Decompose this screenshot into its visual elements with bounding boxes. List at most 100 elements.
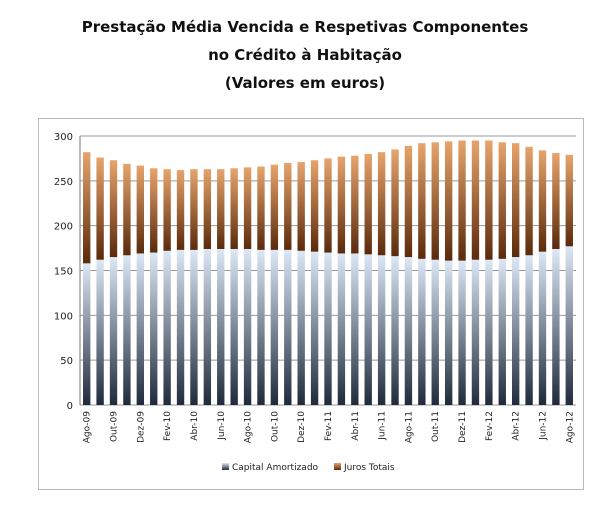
x-tick-label: Dez-09 [136,411,146,443]
bar-juros [324,158,332,253]
bar-juros [377,152,386,256]
bar-capital [458,260,466,405]
bar-capital [176,249,185,405]
bar-juros [96,157,104,260]
bar-juros [136,165,145,254]
x-tick-label: Fev-10 [163,411,173,441]
bar-capital [297,250,305,405]
bar-juros [418,143,426,259]
y-tick-label: 150 [54,267,73,278]
bar-capital [538,251,547,405]
x-tick-label: Fev-11 [324,411,334,441]
legend-swatch [334,463,341,470]
y-tick-label: 50 [60,356,73,367]
bar-juros [150,168,158,253]
bar-juros [498,142,506,259]
bar-capital [511,257,520,405]
bar-capital [337,253,346,405]
bar-juros [176,170,185,250]
bar-juros [458,140,466,261]
bar-juros [444,141,453,261]
chart-title-line-1: Prestação Média Vencida e Respetivas Com… [81,18,529,36]
x-tick-label: Jun-10 [217,411,227,441]
bar-juros [257,166,265,250]
chart-title-line-3: (Valores em euros) [224,74,386,92]
bar-capital [163,250,171,405]
bar-capital [364,254,372,405]
x-tick-label: Fev-12 [485,411,495,441]
bar-juros [109,160,118,258]
bar-juros [431,142,439,260]
bar-capital [485,259,493,405]
y-tick-label: 100 [54,311,73,322]
y-tick-label: 300 [54,132,73,143]
bar-juros [485,140,493,260]
bar-juros [351,155,359,254]
bar-capital [190,249,198,405]
bar-capital [471,259,480,405]
bar-juros [284,162,292,250]
bar-juros [297,162,305,251]
bar-juros [337,156,346,254]
bar-juros [243,167,252,249]
x-tick-label: Out-10 [270,411,280,442]
bar-juros [123,163,131,256]
bar-capital [377,255,386,405]
x-tick-label: Abr-10 [190,411,200,441]
x-tick-label: Out-09 [110,411,120,442]
bar-capital [284,249,292,405]
x-tick-label: Jun-11 [378,411,388,441]
bar-juros [163,169,171,251]
bar-juros [471,140,480,260]
bar-capital [525,255,533,405]
y-tick-label: 200 [54,222,73,233]
bar-juros [525,146,533,256]
x-tick-label: Abr-11 [351,411,361,441]
bar-capital [431,259,439,405]
bar-juros [404,145,413,258]
bar-juros [364,153,372,255]
legend-label: Capital Amortizado [232,463,319,473]
bar-capital [230,248,238,405]
legend-label: Juros Totais [343,463,395,473]
x-tick-label: Jun-12 [538,411,548,441]
bar-capital [203,248,212,405]
bar-capital [109,257,118,405]
x-tick-label: Dez-10 [297,411,307,443]
x-tick-label: Ago-09 [83,411,93,444]
bar-capital [391,256,399,405]
bar-capital [444,260,453,405]
bar-capital [123,255,131,405]
bar-capital [498,258,506,405]
chart-frame [38,118,584,490]
bar-juros [310,160,319,252]
x-tick-label: Ago-11 [404,411,414,443]
bar-capital [351,253,359,405]
x-tick-label: Ago-10 [244,411,254,444]
bar-juros [565,154,573,247]
bar-capital [565,246,573,405]
bar-juros [538,150,547,252]
y-tick-label: 0 [67,401,73,412]
bar-capital [83,263,91,405]
chart-title-line-2: no Crédito à Habitação [208,46,402,64]
bar-capital [217,248,225,405]
bar-capital [270,249,279,405]
bar-juros [511,143,520,258]
bar-capital [243,248,252,405]
bar-capital [310,251,319,405]
bar-capital [136,253,145,405]
bar-capital [552,248,560,405]
x-tick-label: Dez-11 [458,411,468,443]
bar-juros [270,164,279,250]
x-tick-label: Ago-12 [565,411,575,443]
bar-capital [257,249,265,405]
bar-capital [96,259,104,405]
bar-juros [190,169,198,250]
bar-juros [552,153,560,249]
bar-juros [391,149,399,257]
bar-capital [418,258,426,405]
x-tick-label: Abr-12 [512,411,522,441]
bar-juros [83,152,91,264]
